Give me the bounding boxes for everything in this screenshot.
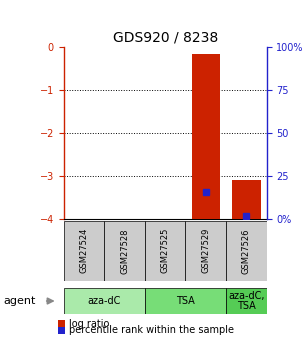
Bar bbox=[185, 221, 226, 281]
Bar bbox=[64, 288, 145, 314]
Bar bbox=[58, 320, 65, 327]
Text: aza-dC,
TSA: aza-dC, TSA bbox=[228, 290, 265, 312]
Text: GSM27529: GSM27529 bbox=[201, 228, 210, 274]
Bar bbox=[104, 221, 145, 281]
Title: GDS920 / 8238: GDS920 / 8238 bbox=[112, 30, 218, 44]
Text: agent: agent bbox=[3, 296, 35, 306]
Text: GSM27526: GSM27526 bbox=[242, 228, 251, 274]
Text: GSM27524: GSM27524 bbox=[79, 228, 88, 274]
Text: TSA: TSA bbox=[176, 296, 195, 306]
Bar bbox=[226, 288, 267, 314]
Bar bbox=[232, 180, 261, 219]
Text: GSM27528: GSM27528 bbox=[120, 228, 129, 274]
Text: percentile rank within the sample: percentile rank within the sample bbox=[69, 325, 234, 335]
Bar bbox=[64, 221, 104, 281]
Text: GSM27525: GSM27525 bbox=[161, 228, 170, 274]
Text: log ratio: log ratio bbox=[69, 319, 109, 329]
Bar bbox=[145, 221, 185, 281]
Text: aza-dC: aza-dC bbox=[88, 296, 121, 306]
Bar bbox=[58, 327, 65, 334]
Bar bbox=[226, 221, 267, 281]
Bar bbox=[145, 288, 226, 314]
Bar bbox=[191, 54, 220, 219]
